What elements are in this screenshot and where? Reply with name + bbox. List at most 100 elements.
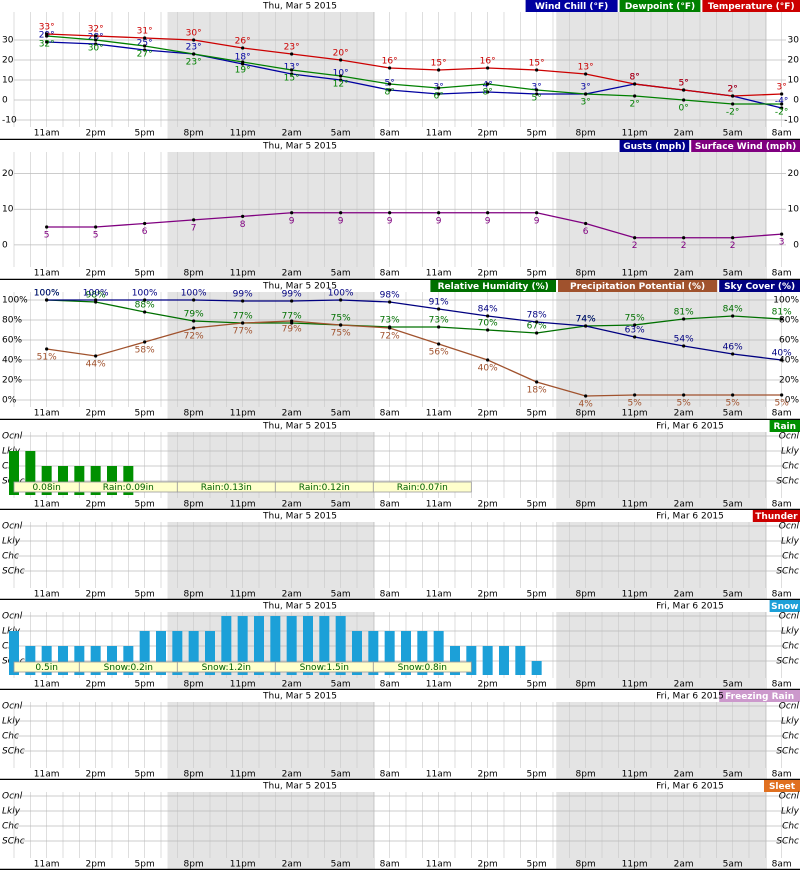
time-label: 11am xyxy=(426,500,452,510)
bar xyxy=(188,631,199,675)
bar xyxy=(286,616,297,675)
value-label: 3° xyxy=(581,98,591,108)
legend-label: Wind Chill (°F) xyxy=(535,2,608,12)
y-tick-label-right: 0 xyxy=(793,96,799,106)
point xyxy=(192,38,196,42)
time-label: 8pm xyxy=(576,409,596,419)
night-shade xyxy=(556,522,767,600)
amount-label: 0.08in xyxy=(33,483,61,493)
y-tick-label-right: 60% xyxy=(779,336,799,346)
series-line xyxy=(46,299,782,334)
value-label: 44% xyxy=(86,360,106,370)
y-tick-label-right: 0 xyxy=(793,240,799,250)
value-label: 30° xyxy=(88,44,104,54)
point xyxy=(731,94,735,98)
bar xyxy=(123,466,134,495)
legend-label: Surface Wind (mph) xyxy=(695,142,796,152)
time-label: 2am xyxy=(674,409,694,419)
point xyxy=(339,78,343,82)
y-tick-label: 0 xyxy=(2,240,8,250)
time-label: 8pm xyxy=(184,680,204,690)
value-label: 4% xyxy=(579,400,594,410)
date-label: Thu, Mar 5 2015 xyxy=(262,2,337,12)
legend-label: Relative Humidity (%) xyxy=(438,282,549,292)
value-label: 81% xyxy=(772,308,792,318)
y-tick-label: 0% xyxy=(2,396,17,406)
point xyxy=(192,298,196,302)
point xyxy=(45,225,49,229)
time-label: 8am xyxy=(772,500,792,510)
value-label: 3° xyxy=(581,83,591,93)
time-label: 5pm xyxy=(527,680,547,690)
legend-label: Temperature (°F) xyxy=(708,2,795,12)
time-label: 5pm xyxy=(527,409,547,419)
point xyxy=(584,394,588,398)
time-label: 8pm xyxy=(184,860,204,870)
level-label-right: Chc xyxy=(782,462,799,472)
amount-label: Snow:0.2in xyxy=(104,663,153,673)
point xyxy=(731,102,735,106)
time-label: 5pm xyxy=(135,590,155,600)
time-label: 5am xyxy=(723,129,743,139)
value-label: 5% xyxy=(677,399,692,409)
y-tick-label-right: 20 xyxy=(788,169,800,179)
time-label: 11pm xyxy=(622,680,648,690)
bar xyxy=(433,631,444,675)
level-label-right: SChc xyxy=(776,747,799,757)
value-label: 8° xyxy=(483,88,493,98)
time-label: 8pm xyxy=(576,680,596,690)
level-label-right: Ocnl xyxy=(779,792,800,802)
point xyxy=(633,393,637,397)
time-label: 11pm xyxy=(622,129,648,139)
legend-label: Sleet xyxy=(769,782,796,792)
value-label: 9 xyxy=(289,216,295,226)
value-label: 8 xyxy=(240,220,246,230)
value-label: 56% xyxy=(429,348,449,358)
bar xyxy=(221,616,232,675)
time-label: 8pm xyxy=(184,500,204,510)
value-label: 51% xyxy=(37,353,57,363)
point xyxy=(143,310,147,314)
point xyxy=(584,92,588,96)
value-label: 16° xyxy=(382,57,398,67)
point xyxy=(45,298,49,302)
time-label: 5am xyxy=(723,500,743,510)
bar xyxy=(466,646,477,675)
date-label: Thu, Mar 5 2015 xyxy=(262,282,337,292)
point xyxy=(192,319,196,323)
value-label: 31° xyxy=(137,27,153,37)
bar xyxy=(25,451,36,495)
point xyxy=(633,236,637,240)
value-label: 3 xyxy=(779,238,785,248)
y-tick-label: 20 xyxy=(2,56,14,66)
value-label: 100% xyxy=(34,289,60,299)
point xyxy=(535,92,539,96)
time-label: 8am xyxy=(772,129,792,139)
time-label: 2am xyxy=(674,269,694,279)
night-shade xyxy=(167,152,375,280)
point xyxy=(437,68,441,72)
time-label: 2pm xyxy=(478,500,498,510)
y-tick-label-right: 30 xyxy=(788,36,800,46)
level-label: Lkly xyxy=(2,807,21,817)
date-label: Thu, Mar 5 2015 xyxy=(262,602,337,612)
series-line xyxy=(46,320,782,397)
time-label: 8pm xyxy=(576,500,596,510)
value-label: 8° xyxy=(385,88,395,98)
time-label: 2pm xyxy=(478,680,498,690)
y-tick-label-right: 80% xyxy=(779,316,799,326)
level-label-right: Lkly xyxy=(781,717,800,727)
time-label: 8pm xyxy=(576,269,596,279)
bar xyxy=(57,466,68,495)
y-tick-label: 10 xyxy=(2,205,14,215)
time-label: 8am xyxy=(380,409,400,419)
bar xyxy=(237,616,248,675)
level-label-right: Chc xyxy=(782,642,799,652)
legend-label: Precipitation Potential (%) xyxy=(570,282,705,292)
y-tick-label-right: 20 xyxy=(788,56,800,66)
bar xyxy=(155,631,166,675)
value-label: 9 xyxy=(387,216,393,226)
point xyxy=(143,340,147,344)
point xyxy=(584,324,588,328)
value-label: 77% xyxy=(282,312,302,322)
